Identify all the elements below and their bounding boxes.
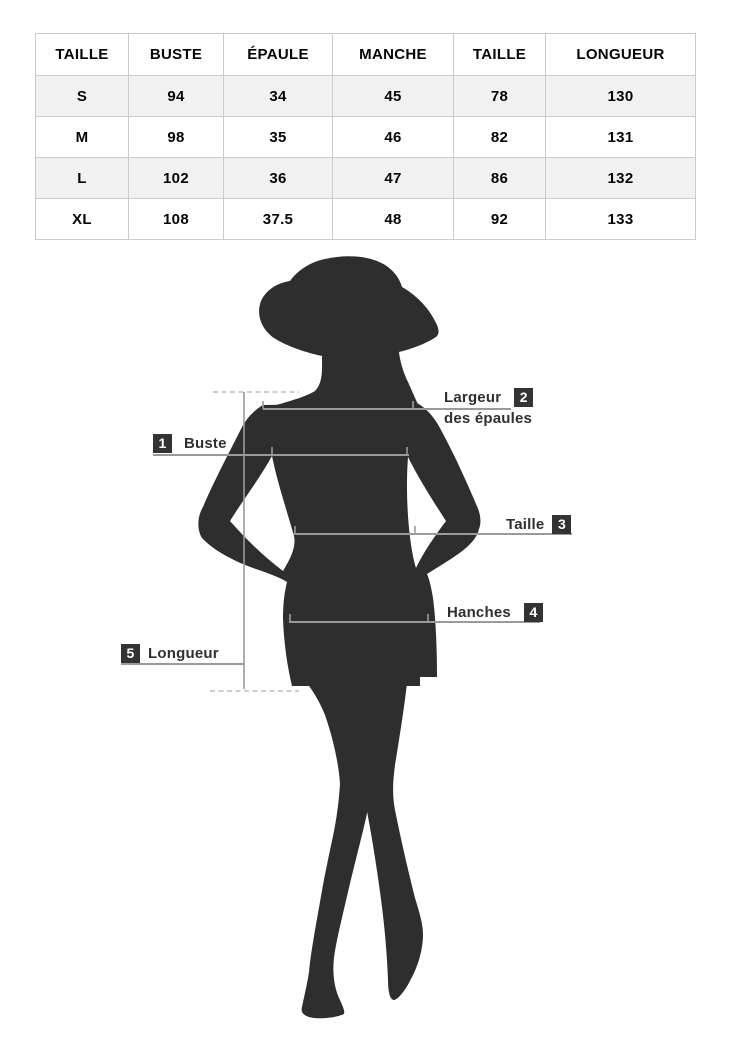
hat-and-head-silhouette [259,256,439,413]
des-epaules-label-text: des épaules [444,410,533,427]
column-header-manche: MANCHE [332,33,454,76]
size-row-xl: XL 108 37.5 48 92 133 [35,198,696,240]
size-table-header-row: TAILLE BUSTE ÉPAULE MANCHE TAILLE LONGUE… [35,33,696,76]
cell-value: 130 [545,75,696,117]
badge-1: 1 [153,434,172,453]
largeur-label-text: Largeur [444,389,502,406]
cell-value: 78 [453,75,546,117]
column-header-taille-2: TAILLE [453,33,546,76]
badge-2: 2 [514,388,534,407]
measurement-label-taille: Taille 3 [506,515,572,534]
cell-value: 132 [545,157,696,199]
measurement-label-buste: 1 Buste [153,434,227,453]
cell-size: L [35,157,129,199]
cell-value: 94 [128,75,224,117]
longueur-label-text: Longueur [148,645,219,662]
measurement-label-hanches: Hanches 4 [447,603,543,622]
buste-label-text: Buste [184,435,227,452]
cell-size: XL [35,198,129,240]
cell-size: S [35,75,129,117]
cell-value: 133 [545,198,696,240]
measurement-label-longueur: 5 Longueur [121,644,219,663]
cell-value: 37.5 [223,198,333,240]
right-leg-silhouette [341,683,423,1000]
cell-value: 46 [332,116,454,158]
cell-value: 35 [223,116,333,158]
hanches-label-text: Hanches [447,604,511,621]
cell-value: 36 [223,157,333,199]
taille-label-text: Taille [506,516,545,533]
cell-value: 108 [128,198,224,240]
size-row-l: L 102 36 47 86 132 [35,157,696,199]
measurement-label-epaules: Largeur 2 des épaules [444,388,534,428]
cell-value: 131 [545,116,696,158]
cell-value: 82 [453,116,546,158]
cell-value: 86 [453,157,546,199]
column-header-taille: TAILLE [35,33,129,76]
column-header-longueur: LONGUEUR [545,33,696,76]
cell-value: 102 [128,157,224,199]
badge-5: 5 [121,644,140,663]
badge-4: 4 [523,603,543,622]
size-chart-table: TAILLE BUSTE ÉPAULE MANCHE TAILLE LONGUE… [35,33,696,240]
cell-size: M [35,116,129,158]
cell-value: 48 [332,198,454,240]
badge-3: 3 [552,515,572,534]
cell-value: 92 [453,198,546,240]
torso-silhouette [198,403,481,686]
